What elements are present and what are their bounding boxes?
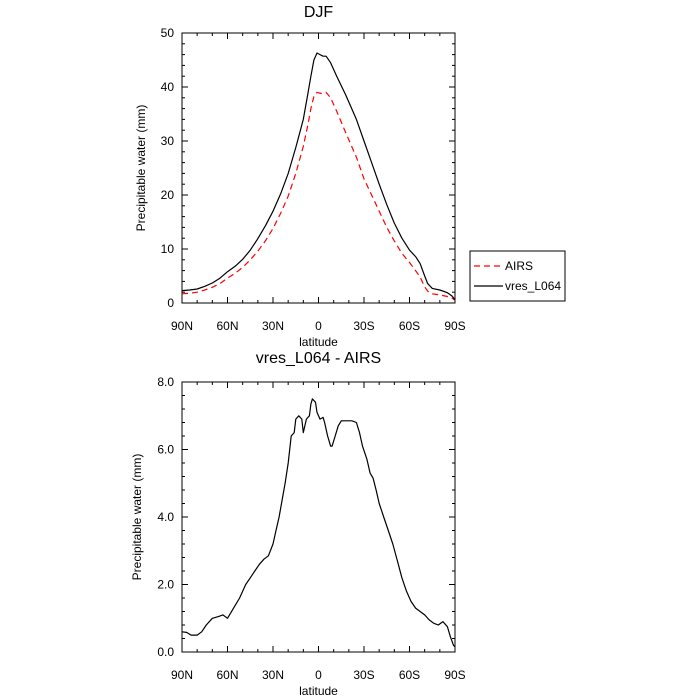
x-tick-label: 90S [444, 668, 465, 682]
y-tick-label: 10 [161, 242, 175, 256]
series-line-vres-l064 [181, 52, 456, 301]
y-tick-label: 20 [161, 188, 175, 202]
diff-series-lines [181, 398, 456, 648]
y-tick-label: 30 [161, 134, 175, 148]
djf-y-axis-label: Precipitable water (mm) [134, 105, 148, 232]
djf-y-ticks: 0 10 20 30 40 50 [161, 26, 455, 310]
legend-box [469, 250, 566, 302]
diff-x-ticks: 90N 60N 30N 0 30S 60S 90S [171, 382, 466, 682]
djf-legend: AIRS vres_L064 [469, 250, 566, 302]
y-tick-label: 40 [161, 80, 175, 94]
x-tick-label: 60S [399, 319, 420, 333]
y-tick-label: 50 [161, 26, 175, 40]
x-tick-label: 0 [315, 319, 322, 333]
djf-x-ticks: 90N 60N 30N 0 30S 60S 90S [171, 33, 466, 333]
x-tick-label: 60N [216, 319, 238, 333]
series-line-airs [181, 91, 456, 301]
diff-title: vres_L064 - AIRS [256, 350, 381, 367]
y-tick-label: 2.0 [157, 578, 174, 592]
legend-label-vres: vres_L064 [505, 279, 561, 293]
x-tick-label: 30N [262, 319, 284, 333]
x-tick-label: 0 [315, 668, 322, 682]
djf-series-lines [181, 52, 456, 301]
x-tick-label: 60N [216, 668, 238, 682]
diff-y-axis-label: Precipitable water (mm) [130, 454, 144, 581]
x-tick-label: 30N [262, 668, 284, 682]
series-line-vres-l064-airs [181, 398, 456, 648]
x-tick-label: 90N [171, 319, 193, 333]
y-tick-label: 8.0 [157, 375, 174, 389]
djf-panel: DJF 0 10 20 30 40 50 90N 60N 30N 0 30S 60S 90S Prec… [134, 4, 566, 349]
legend-label-airs: AIRS [505, 259, 533, 273]
djf-plot-frame [181, 32, 456, 304]
diff-y-ticks: 0.0 2.0 4.0 6.0 8.0 [157, 375, 455, 659]
x-tick-label: 30S [353, 319, 374, 333]
djf-title: DJF [304, 4, 334, 21]
y-tick-label: 0.0 [157, 645, 174, 659]
y-tick-label: 4.0 [157, 510, 174, 524]
y-tick-label: 0 [167, 296, 174, 310]
x-tick-label: 30S [353, 668, 374, 682]
x-tick-label: 60S [399, 668, 420, 682]
diff-plot-frame [181, 381, 456, 653]
x-tick-label: 90N [171, 668, 193, 682]
x-tick-label: 90S [444, 319, 465, 333]
y-tick-label: 6.0 [157, 443, 174, 457]
diff-panel: vres_L064 - AIRS 0.0 2.0 4.0 6.0 8.0 90N 60N 3… [130, 350, 466, 698]
djf-x-axis-label: latitude [299, 335, 338, 349]
diff-x-axis-label: latitude [299, 684, 338, 698]
